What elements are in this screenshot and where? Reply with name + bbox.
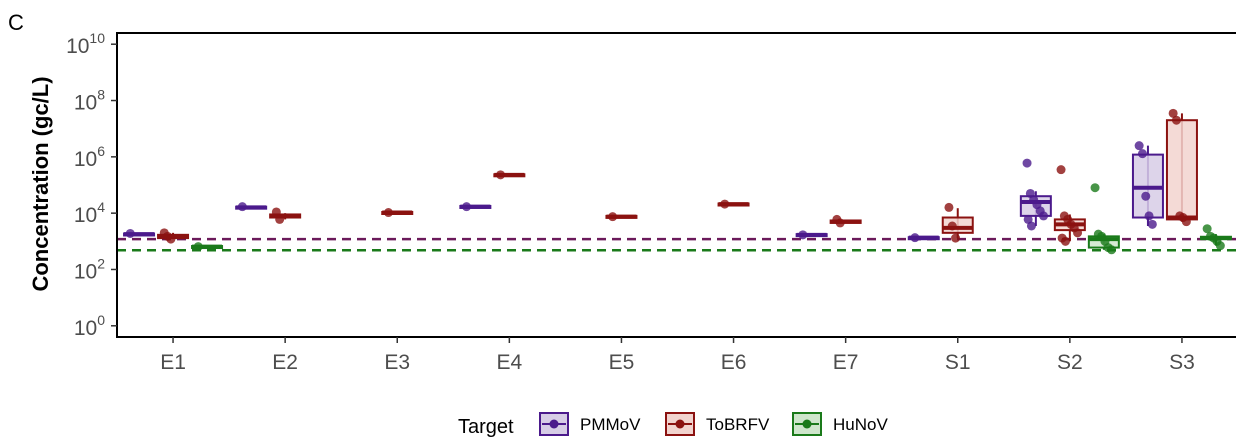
x-tick-label-e2: E2 (272, 351, 298, 374)
tobrfv-box (1165, 119, 1198, 221)
tobrfv-point (1171, 115, 1181, 125)
hunov-point (1107, 245, 1117, 255)
x-tick-label-s1: S1 (945, 351, 971, 374)
y-axis: 100 102 104 106 108 1010 (66, 30, 117, 340)
pmmov-point (1144, 211, 1154, 221)
tobrfv-point (1060, 236, 1070, 246)
tobrfv-point (1073, 228, 1083, 238)
x-tick-label-s3: S3 (1169, 351, 1195, 374)
pmmov-point (1147, 219, 1157, 229)
tobrfv-legend-key-dot (675, 419, 685, 429)
plot-panel-border (116, 32, 1236, 338)
tobrfv-point (951, 233, 961, 243)
pmmov-point (1026, 221, 1036, 231)
data-points (125, 108, 1225, 255)
y-tick-label: 100 (74, 312, 105, 340)
tobrfv-point (271, 207, 281, 217)
x-tick-label-e6: E6 (721, 351, 747, 374)
tobrfv-point (1168, 108, 1178, 118)
pmmov-point (1134, 141, 1144, 151)
tobrfv-point (944, 202, 954, 212)
pmmov-point (1141, 191, 1151, 201)
y-tick-label: 108 (74, 87, 105, 115)
tobrfv-legend-label: ToBRFV (706, 415, 770, 434)
pmmov-point (910, 233, 920, 243)
tobrfv-point (835, 218, 845, 228)
tobrfv-point (383, 208, 393, 218)
pmmov-point (1039, 211, 1049, 221)
y-tick-label: 106 (74, 143, 105, 171)
pmmov-legend-key-dot (549, 419, 559, 429)
x-tick-label-e4: E4 (497, 351, 523, 374)
hunov-legend-label: HuNoV (833, 415, 888, 434)
tobrfv-point (720, 199, 730, 209)
hunov-point (1202, 224, 1212, 234)
y-axis-title: Concentration (gc/L) (28, 76, 53, 291)
x-tick-label-e5: E5 (609, 351, 635, 374)
y-tick-label: 104 (74, 199, 105, 227)
tobrfv-point (608, 212, 618, 222)
hunov-point (193, 242, 203, 252)
pmmov-point (237, 202, 247, 212)
x-tick-label-e7: E7 (833, 351, 859, 374)
hunov-point (1090, 183, 1100, 193)
x-tick-label-s2: S2 (1057, 351, 1083, 374)
pmmov-point (798, 230, 808, 240)
boxes (123, 113, 1232, 250)
y-axis-title-group: Concentration (gc/L) (28, 76, 53, 291)
pmmov-point (1137, 149, 1147, 159)
pmmov-point (462, 202, 472, 212)
pmmov-point (1022, 158, 1032, 168)
tobrfv-point (275, 214, 285, 224)
tobrfv-point (166, 234, 176, 244)
legend: Target PMMoV ToBRFV HuNoV (458, 412, 888, 438)
hunov-legend-key-dot (802, 419, 812, 429)
y-tick-label: 1010 (66, 30, 105, 58)
tobrfv-point (947, 221, 957, 231)
x-tick-label-e1: E1 (160, 351, 186, 374)
pmmov-legend-label: PMMoV (580, 415, 641, 434)
y-tick-label: 102 (74, 255, 105, 283)
x-axis: E1 E2 E3 E4 E5 E6 E7 S1 S2 S3 (160, 337, 1195, 374)
pmmov-point (125, 228, 135, 238)
reference-lines (117, 237, 1236, 252)
x-tick-label-e3: E3 (384, 351, 410, 374)
hunov-point (1215, 241, 1225, 251)
panel-letter: C (8, 10, 24, 35)
tobrfv-point (1181, 217, 1191, 227)
tobrfv-point (496, 170, 506, 180)
tobrfv-box (941, 216, 974, 234)
tobrfv-point (1056, 165, 1066, 175)
legend-title: Target (458, 416, 514, 438)
